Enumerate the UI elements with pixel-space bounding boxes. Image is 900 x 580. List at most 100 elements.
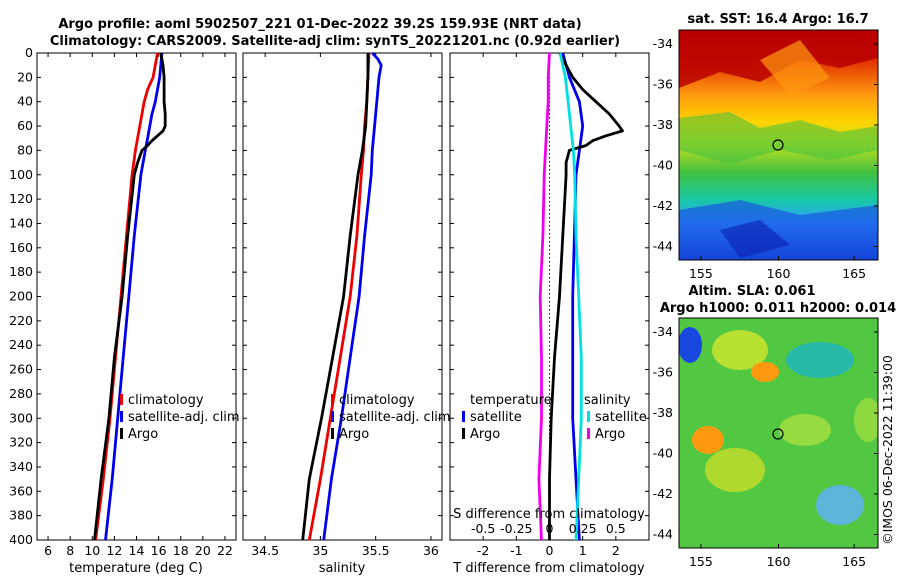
legend-label: satellite — [595, 410, 647, 425]
depth-tick-labels: 0 20 40 60 80 100 120 140 160 180 200 220 240 260 280 3… — [9, 45, 33, 547]
depth-tick-label: 280 — [9, 386, 33, 401]
s-diff-tick-label: 0 — [546, 521, 554, 536]
map-lat-label: -44 — [653, 527, 673, 542]
depth-tick-label: 60 — [17, 118, 33, 133]
x-tick-label: 14 — [129, 543, 145, 558]
depth-tick-label: 20 — [17, 69, 33, 84]
sla-high-blob — [779, 414, 831, 446]
depth-tick-label: 180 — [9, 264, 33, 279]
x-tick-label: 0 — [546, 543, 554, 558]
difference-legend: temperature satellite Argo salinity sate… — [462, 393, 647, 442]
depth-tick-label: 320 — [9, 435, 33, 450]
x-tick-label: 2 — [612, 543, 620, 558]
difference-xlabel: T difference from climatology — [452, 561, 645, 576]
map-lat-label: -42 — [653, 486, 673, 501]
map-lat-label: -36 — [653, 77, 673, 92]
legend-swatch-satellite — [331, 411, 334, 422]
depth-tick-label: 260 — [9, 362, 33, 377]
depth-tick-label: 380 — [9, 508, 33, 523]
depth-tick-label: 0 — [25, 45, 33, 60]
map-lat-label: -36 — [653, 365, 673, 380]
depth-tick-label: 220 — [9, 313, 33, 328]
s-diff-tick-label: -0.25 — [500, 521, 532, 536]
salinity-xlabel: salinity — [319, 561, 366, 576]
legend-label: Argo — [595, 427, 625, 442]
map-lat-label: -44 — [653, 239, 673, 254]
x-tick-label: -2 — [477, 543, 489, 558]
legend-label: Argo — [128, 427, 158, 442]
s-difference-xlabel: S difference from climatology — [453, 507, 645, 522]
map-lat-label: -38 — [653, 405, 673, 420]
sla-warm-eddy — [692, 426, 724, 454]
legend-swatch-argo — [120, 428, 123, 439]
x-tick-label: 12 — [106, 543, 122, 558]
series-line — [93, 52, 167, 541]
legend-label: satellite-adj. clim — [128, 410, 240, 425]
legend-label: climatology — [339, 393, 415, 408]
sst-map — [679, 30, 878, 260]
sst-map-title: sat. SST: 16.4 Argo: 16.7 — [687, 12, 868, 27]
x-tick-label: 20 — [195, 543, 211, 558]
depth-tick-label: 140 — [9, 215, 33, 230]
x-tick-label: 18 — [173, 543, 189, 558]
profile-lines — [93, 52, 624, 541]
legend-swatch-satellite — [120, 411, 123, 422]
map-lat-label: -40 — [653, 446, 673, 461]
sla-map-title-2: Argo h1000: 0.011 h2000: 0.014 — [660, 301, 896, 316]
sla-map-title-1: Altim. SLA: 0.061 — [689, 284, 816, 299]
depth-tick-label: 120 — [9, 191, 33, 206]
series-line — [322, 52, 383, 541]
map-lat-label: -38 — [653, 117, 673, 132]
map-lon-label: 165 — [842, 554, 866, 569]
series-line — [301, 53, 370, 541]
legend-swatch-climatology — [331, 394, 334, 405]
s-diff-tick-label: 0.5 — [606, 521, 626, 536]
x-tick-label: 22 — [217, 543, 233, 558]
legend-label: satellite — [470, 410, 522, 425]
legend-swatch-s-argo — [587, 428, 590, 439]
x-tick-label: 36 — [423, 543, 439, 558]
sla-argo-marker — [772, 428, 784, 440]
x-tick-label: 16 — [151, 543, 167, 558]
salinity-legend: climatology satellite-adj. clim Argo — [331, 393, 451, 442]
depth-tick-label: 400 — [9, 532, 33, 547]
depth-tick-label: 360 — [9, 483, 33, 498]
sla-low-eddy — [679, 327, 702, 363]
axis-ticks — [37, 52, 649, 541]
sst-front — [679, 112, 878, 164]
sst-warm-eddy — [760, 40, 830, 95]
depth-tick-label: 80 — [17, 142, 33, 157]
x-tick-label: 6 — [44, 543, 52, 558]
x-tick-label: 35 — [312, 543, 328, 558]
legend-label: satellite-adj. clim — [339, 410, 451, 425]
temperature-legend: climatology satellite-adj. clim Argo — [120, 393, 240, 442]
sla-low-blob — [816, 485, 864, 525]
map-lat-label: -42 — [653, 198, 673, 213]
depth-tick-label: 40 — [17, 94, 33, 109]
map-lon-label: 165 — [842, 266, 866, 281]
sla-low-blob — [786, 342, 854, 378]
legend-swatch-t-argo — [462, 428, 465, 439]
sst-cold-patch — [679, 200, 878, 260]
x-tick-label: 1 — [579, 543, 587, 558]
temperature-axes — [36, 52, 237, 541]
x-tick-label: 8 — [66, 543, 74, 558]
x-tick-label: -1 — [510, 543, 522, 558]
title-line-1: Argo profile: aoml 5902507_221 01-Dec-20… — [58, 17, 581, 32]
legend-swatch-climatology — [120, 394, 123, 405]
depth-tick-label: 100 — [9, 167, 33, 182]
map-tick-labels: 155 160 165 -34 -36 -38 -40 -42 -44 155 160 165 -34 -… — [653, 36, 878, 569]
depth-tick-label: 240 — [9, 337, 33, 352]
sst-cold-core — [720, 220, 790, 258]
map-lon-label: 160 — [767, 554, 791, 569]
sla-map — [679, 318, 878, 548]
series-line — [548, 52, 624, 540]
map-lat-label: -40 — [653, 158, 673, 173]
s-diff-tick-label: -0.5 — [471, 521, 495, 536]
sla-high-blob — [705, 448, 765, 492]
legend-label: climatology — [128, 393, 204, 408]
x-tick-label: 34.5 — [251, 543, 279, 558]
depth-tick-label: 200 — [9, 289, 33, 304]
legend-label: Argo — [339, 427, 369, 442]
